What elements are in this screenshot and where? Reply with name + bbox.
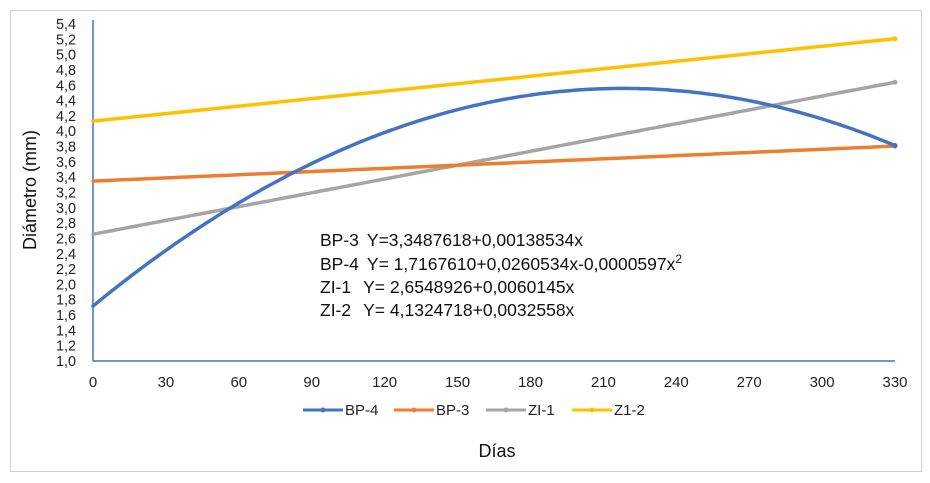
equation-zi-2: ZI-2 Y= 4,1324718+0,0032558x [320, 300, 575, 320]
y-axis-title: Diámetro (mm) [20, 130, 40, 250]
y-tick-label: 5,4 [56, 16, 76, 33]
x-tick-label: 210 [591, 374, 616, 391]
end-marker-z1-2 [892, 36, 898, 42]
legend-marker-bp-4 [320, 407, 326, 413]
series-line-bp-3 [91, 144, 897, 183]
y-tick-label: 4,0 [56, 123, 76, 140]
x-tick-label: 240 [664, 374, 689, 391]
y-tick-label: 2,8 [56, 215, 76, 232]
y-tick-label: 5,2 [56, 31, 76, 48]
y-tick-label: 3,6 [56, 154, 76, 171]
x-tick-label: 0 [89, 374, 97, 391]
y-tick-label: 2,2 [56, 261, 76, 278]
y-tick-label: 1,6 [56, 307, 76, 324]
equation-bp-4: BP-4 Y= 1,7167610+0,0260534x-0,0000597x2 [320, 252, 682, 274]
y-tick-label: 4,4 [56, 93, 76, 110]
y-tick-label: 3,8 [56, 139, 76, 156]
x-tick-label: 90 [303, 374, 320, 391]
x-tick-label: 330 [882, 374, 907, 391]
y-tick-label: 4,8 [56, 62, 76, 79]
series-line-bp-4 [91, 86, 897, 308]
y-tick-label: 4,6 [56, 77, 76, 94]
y-tick-label: 1,4 [56, 322, 76, 339]
x-tick-label: 180 [518, 374, 543, 391]
x-tick-label: 150 [445, 374, 470, 391]
x-tick-label: 270 [737, 374, 762, 391]
equation-label: BP-4 [320, 254, 359, 274]
y-tick-label: 1,0 [56, 353, 76, 370]
y-tick-label: 3,4 [56, 169, 76, 186]
equation-label: ZI-1 [320, 277, 351, 297]
equation-text: Y= 1,7167610+0,0260534x-0,0000597x [367, 254, 676, 274]
end-marker-bp-4 [892, 143, 898, 149]
legend-marker-z1-2 [589, 407, 595, 413]
x-tick-label: 120 [372, 374, 397, 391]
y-tick-label: 1,8 [56, 292, 76, 309]
legend-marker-bp-3 [411, 407, 417, 413]
equation-text: Y= 2,6548926+0,0060145x [363, 277, 574, 297]
legend-label-z1-2: Z1-2 [614, 402, 645, 419]
y-tick-label: 1,2 [56, 338, 76, 355]
equation-label: ZI-2 [320, 300, 351, 320]
end-marker-zi-1 [892, 79, 898, 85]
equation-zi-1: ZI-1 Y= 2,6548926+0,0060145x [320, 277, 575, 297]
legend-label-bp-3: BP-3 [436, 402, 469, 419]
equation-text: Y=3,3487618+0,00138534x [367, 230, 583, 250]
x-tick-label: 300 [810, 374, 835, 391]
equation-label: BP-3 [320, 230, 359, 250]
y-tick-label: 5,0 [56, 47, 76, 64]
equation-superscript: 2 [675, 252, 682, 266]
x-axis-title: Días [478, 441, 515, 461]
equation-bp-3: BP-3 Y=3,3487618+0,00138534x [320, 230, 583, 250]
equation-text: Y= 4,1324718+0,0032558x [363, 300, 574, 320]
x-tick-label: 60 [230, 374, 247, 391]
y-tick-label: 3,2 [56, 185, 76, 202]
legend-label-zi-1: ZI-1 [528, 402, 555, 419]
y-tick-label: 3,0 [56, 200, 76, 217]
chart-frame [10, 10, 922, 472]
legend-marker-zi-1 [503, 407, 509, 413]
y-tick-label: 4,2 [56, 108, 76, 125]
legend-label-bp-4: BP-4 [345, 402, 378, 419]
y-tick-label: 2,6 [56, 230, 76, 247]
y-tick-label: 2,0 [56, 276, 76, 293]
y-tick-label: 2,4 [56, 246, 76, 263]
series-line-z1-2 [91, 37, 897, 123]
x-tick-label: 30 [158, 374, 175, 391]
